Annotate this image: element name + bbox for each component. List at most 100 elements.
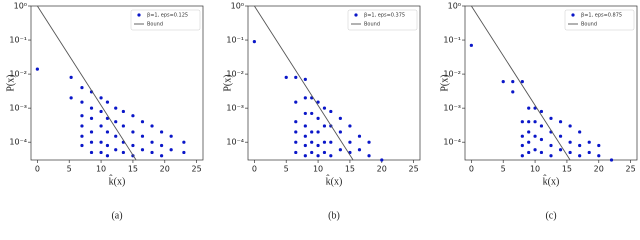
legend-label: Bound xyxy=(581,22,597,28)
point xyxy=(303,124,307,128)
x-tick-label: 15 xyxy=(562,165,572,174)
point xyxy=(114,148,118,152)
point xyxy=(80,143,84,148)
point xyxy=(609,158,614,162)
point xyxy=(99,150,103,155)
point xyxy=(105,130,110,134)
point xyxy=(121,124,125,128)
point xyxy=(80,134,84,138)
point xyxy=(520,143,524,148)
point xyxy=(99,124,103,128)
point xyxy=(150,150,154,155)
point xyxy=(99,96,103,100)
point xyxy=(527,150,531,155)
point xyxy=(367,140,371,144)
point xyxy=(89,106,94,110)
point xyxy=(294,100,298,104)
legend-label: Bound xyxy=(147,22,163,28)
legend-box xyxy=(564,9,635,31)
y-tick-label: 10⁰ xyxy=(231,2,244,11)
point xyxy=(520,120,524,124)
point xyxy=(131,143,135,148)
point xyxy=(533,148,537,152)
point xyxy=(150,140,154,144)
point xyxy=(527,140,531,144)
point xyxy=(511,90,515,94)
point xyxy=(511,80,515,84)
point xyxy=(303,77,307,81)
x-tick-label: 5 xyxy=(67,165,72,174)
point xyxy=(322,140,327,144)
x-tick-label: 20 xyxy=(594,165,604,174)
x-tick-label: 15 xyxy=(128,165,138,174)
x-axis-label: k̂(x) xyxy=(109,174,126,187)
point xyxy=(568,150,572,155)
x-tick-label: 25 xyxy=(626,165,636,174)
point xyxy=(329,154,333,158)
point xyxy=(597,154,601,158)
point xyxy=(322,150,327,155)
y-tick-label: 10⁻⁴ xyxy=(226,138,244,147)
legend-label: β=1, eps=0.875 xyxy=(581,13,622,19)
point xyxy=(597,143,601,148)
point xyxy=(80,100,84,104)
point xyxy=(527,130,531,134)
point xyxy=(182,140,186,144)
y-tick-label: 10⁻³ xyxy=(443,104,461,113)
bound-line xyxy=(253,5,354,161)
point xyxy=(99,140,103,144)
legend-box xyxy=(347,9,418,31)
point xyxy=(501,80,505,84)
point xyxy=(533,120,537,124)
x-axis-label: k̂(x) xyxy=(543,174,560,187)
point xyxy=(89,116,94,120)
point xyxy=(310,130,314,134)
legend-label: β=1, eps=0.375 xyxy=(364,13,405,19)
point xyxy=(316,154,320,158)
y-tick-label: 10⁻³ xyxy=(9,104,27,113)
point xyxy=(99,109,103,114)
point xyxy=(121,150,125,155)
point xyxy=(539,124,544,128)
point xyxy=(294,130,298,134)
point xyxy=(367,154,371,158)
caption: (b) xyxy=(328,210,340,221)
point xyxy=(294,150,298,155)
point xyxy=(80,86,84,90)
point xyxy=(169,148,173,152)
point xyxy=(549,116,553,120)
point xyxy=(322,106,327,110)
legend-label: β=1, eps=0.125 xyxy=(147,13,188,19)
point xyxy=(69,75,73,79)
point xyxy=(105,100,110,104)
point xyxy=(357,148,362,152)
y-tick-label: 10⁻² xyxy=(226,70,244,79)
point xyxy=(587,140,591,144)
legend-label: Bound xyxy=(364,22,380,28)
point xyxy=(329,109,333,114)
y-tick-label: 10⁰ xyxy=(448,2,461,11)
point xyxy=(533,134,537,138)
legend-box xyxy=(130,9,201,31)
point xyxy=(338,130,342,134)
point xyxy=(520,80,524,84)
point xyxy=(114,106,118,110)
point xyxy=(316,143,320,148)
point xyxy=(520,134,524,138)
point xyxy=(303,134,307,138)
point xyxy=(578,130,582,134)
point xyxy=(587,150,591,155)
x-tick-label: 10 xyxy=(96,165,106,174)
y-tick-label: 10⁰ xyxy=(14,2,27,11)
y-tick-label: 10⁻⁴ xyxy=(443,138,461,147)
x-tick-label: 0 xyxy=(252,165,257,174)
y-tick-label: 10⁻⁴ xyxy=(9,138,27,147)
y-tick-label: 10⁻¹ xyxy=(226,36,244,45)
point xyxy=(329,140,333,144)
x-tick-label: 25 xyxy=(409,165,419,174)
x-tick-label: 25 xyxy=(192,165,202,174)
y-tick-label: 10⁻² xyxy=(443,70,461,79)
point xyxy=(303,143,307,148)
x-tick-label: 20 xyxy=(160,165,170,174)
point xyxy=(182,150,186,155)
